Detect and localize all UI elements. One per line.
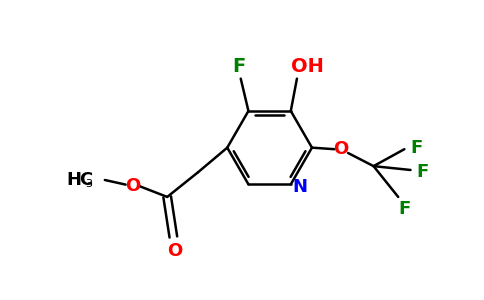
Text: H: H: [67, 171, 82, 189]
Text: O: O: [333, 140, 349, 158]
Text: F: F: [398, 200, 410, 218]
Text: F: F: [233, 57, 246, 76]
Text: C: C: [79, 171, 92, 189]
Text: F: F: [417, 163, 429, 181]
Text: O: O: [167, 242, 182, 260]
Text: N: N: [292, 178, 307, 196]
Text: OH: OH: [291, 57, 324, 76]
Text: 3: 3: [86, 179, 92, 189]
Text: F: F: [410, 139, 423, 157]
Text: O: O: [125, 177, 140, 195]
